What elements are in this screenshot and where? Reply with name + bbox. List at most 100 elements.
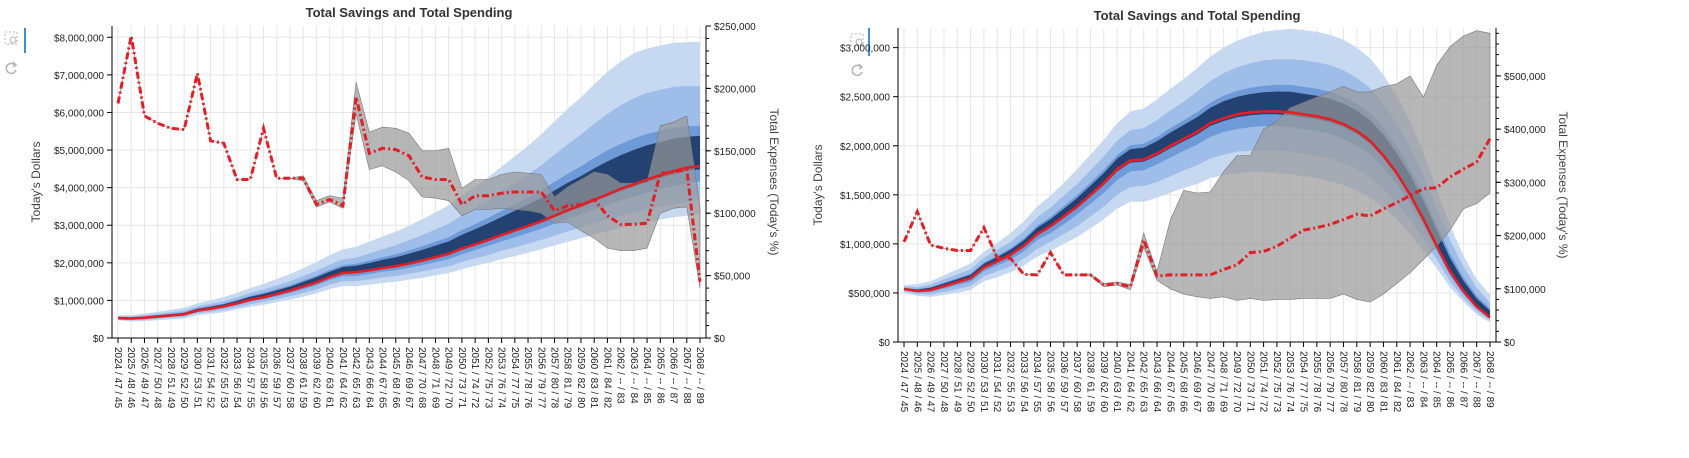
chart-title: Total Savings and Total Spending [306,5,513,20]
y2-tick-label: $400,000 [1504,125,1546,136]
y-axis-label: Today's Dollars [811,145,825,226]
savings-spending-chart-right: $0$500,000$1,000,000$1,500,000$2,000,000… [811,8,1570,413]
x-tick-label: 2038 / 61 / 59 [1085,351,1096,413]
x-tick-label: 2037 / 60 / 58 [1071,351,1082,413]
x-tick-label: 2053 / 76 / 74 [496,347,507,409]
x-tick-label: 2052 / 75 / 73 [482,347,493,409]
y2-axis-label: Total Expenses (Today's %) [1556,111,1570,258]
savings-spending-chart-left: $0 $1,000,000 $2,000,000 $3,000,000 $4,000,0… [29,5,781,409]
x-tick-label: 2055 / 78 / 76 [522,347,533,409]
x-tick-label: 2054 / 77 / 75 [509,347,520,409]
x-tick-label: 2043 / 66 / 64 [363,347,374,409]
x-tick-label: 2025 / 48 / 46 [911,351,922,413]
y2-tick-label: $0 [714,334,726,345]
x-tick-label: 2062 / -- / 83 [615,347,626,404]
x-tick-label: 2063 / -- / 84 [628,347,639,404]
x-tick-label: 2060 / 83 / 81 [1378,351,1389,413]
x-tick-label: 2034 / 57 / 55 [244,347,255,409]
x-tick-label: 2038 / 61 / 59 [297,347,308,409]
x-tick-label: 2055 / 78 / 76 [1311,351,1322,413]
x-tick-label: 2047 / 70 / 68 [1204,351,1215,413]
x-tick-label: 2064 / -- / 85 [641,347,652,404]
y2-tick-label: $300,000 [1504,178,1546,189]
y-tick-label: $5,000,000 [54,146,104,157]
chart-title: Total Savings and Total Spending [1094,8,1301,23]
y2-axis-label: Total Expenses (Today's %) [767,108,781,255]
x-tick-label: 2045 / 68 / 66 [390,347,401,409]
x-tick-label: 2058 / 81 / 79 [562,347,573,409]
y-tick-label: $3,000,000 [54,221,104,232]
x-tick-label: 2061 / 84 / 82 [1391,351,1402,413]
reset-icon[interactable] [6,62,16,73]
x-tick-label: 2059 / 82 / 80 [1364,351,1375,413]
y-tick-label: $1,000,000 [54,296,104,307]
x-tick-label: 2031 / 54 / 52 [205,347,216,409]
x-tick-label: 2053 / 76 / 74 [1284,351,1295,413]
x-tick-label: 2048 / 71 / 69 [1218,351,1229,413]
y-tick-label: $8,000,000 [54,33,104,44]
x-tick-label: 2042 / 65 / 63 [1138,351,1149,413]
x-tick-label: 2041 / 64 / 62 [337,347,348,409]
x-tick-label: 2066 / -- / 87 [1457,351,1468,408]
x-tick-label: 2042 / 65 / 63 [350,347,361,409]
x-tick-label: 2050 / 73 / 71 [456,347,467,409]
y2-tick-label: $200,000 [1504,232,1546,243]
x-tick-label: 2064 / -- / 85 [1431,351,1442,408]
y2-tick-label: $50,000 [714,272,751,283]
x-tick-label: 2029 / 52 / 50 [178,347,189,409]
box-zoom-icon[interactable] [5,32,17,44]
x-tick-label: 2067 / -- / 88 [1471,351,1482,408]
x-tick-label: 2067 / -- / 88 [681,347,692,404]
x-tick-label: 2045 / 68 / 66 [1178,351,1189,413]
x-tick-label: 2063 / -- / 84 [1417,351,1428,408]
y-axis-label: Today's Dollars [29,142,43,223]
x-tick-label: 2046 / 69 / 67 [1191,351,1202,413]
x-tick-label: 2054 / 77 / 75 [1298,351,1309,413]
x-tick-label: 2056 / 79 / 77 [1324,351,1335,413]
x-tick-label: 2041 / 64 / 62 [1124,351,1135,413]
x-tick-label: 2035 / 58 / 56 [258,347,269,409]
y-tick-label: $2,500,000 [840,93,890,104]
y-tick-label: $1,000,000 [840,240,890,251]
y-tick-label: $1,500,000 [840,191,890,202]
x-tick-label: 2027 / 50 / 48 [938,351,949,413]
x-tick-label: 2034 / 57 / 55 [1031,351,1042,413]
reset-icon-2[interactable] [852,64,862,75]
x-tick-label: 2058 / 81 / 79 [1351,351,1362,413]
y-tick-label: $2,000,000 [54,259,104,270]
x-tick-label: 2040 / 63 / 61 [324,347,335,409]
y-tick-label: $4,000,000 [54,184,104,195]
x-tick-label: 2062 / -- / 83 [1404,351,1415,408]
x-tick-label: 2025 / 48 / 46 [125,347,136,409]
x-tick-label: 2068 / -- / 89 [694,347,705,404]
y-tick-label: $3,000,000 [840,44,890,55]
x-tick-label: 2049 / 72 / 70 [1231,351,1242,413]
x-tick-label: 2039 / 62 / 60 [1098,351,1109,413]
x-tick-label: 2030 / 53 / 51 [978,351,989,413]
x-tick-label: 2044 / 67 / 65 [377,347,388,409]
x-tick-label: 2051 / 74 / 72 [469,347,480,409]
x-tick-label: 2048 / 71 / 69 [430,347,441,409]
x-tick-label: 2027 / 50 / 48 [152,347,163,409]
y2-tick-label: $200,000 [714,84,756,95]
x-tick-label: 2066 / -- / 87 [668,347,679,404]
x-tick-label: 2068 / -- / 89 [1484,351,1495,408]
y2-tick-label: $100,000 [1504,285,1546,296]
x-tick-label: 2029 / 52 / 50 [965,351,976,413]
x-tick-label: 2044 / 67 / 65 [1164,351,1175,413]
x-tick-label: 2035 / 58 / 56 [1045,351,1056,413]
y2-tick-label: $100,000 [714,209,756,220]
y-tick-label: $6,000,000 [54,108,104,119]
x-tick-label: 2056 / 79 / 77 [535,347,546,409]
x-tick-label: 2024 / 47 / 45 [898,351,909,413]
x-tick-label: 2057 / 80 / 78 [1338,351,1349,413]
x-tick-label: 2043 / 66 / 64 [1151,351,1162,413]
x-tick-label: 2028 / 51 / 49 [165,347,176,409]
y2-tick-label: $500,000 [1504,72,1546,83]
x-tick-label: 2028 / 51 / 49 [951,351,962,413]
x-tick-label: 2052 / 75 / 73 [1271,351,1282,413]
x-tick-label: 2024 / 47 / 45 [112,347,123,409]
toolbar-active-indicator [24,28,26,53]
